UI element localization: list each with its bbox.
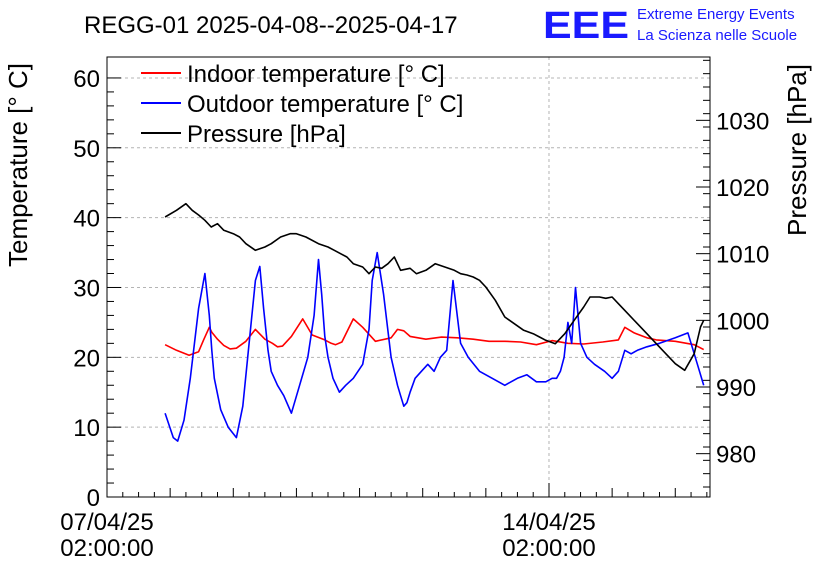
y2-tick-label: 990 xyxy=(716,375,756,402)
y2-tick-label: 1000 xyxy=(716,308,769,335)
logo-eee-text: EEE xyxy=(543,5,629,47)
y-axis-label: Temperature [° C] xyxy=(3,63,33,267)
y2-axis-label: Pressure [hPa] xyxy=(782,64,812,236)
eee-logo: EEE Extreme Energy Events La Scienza nel… xyxy=(543,5,797,47)
legend-entry-label: Outdoor temperature [° C] xyxy=(187,91,463,118)
legend-entry-label: Indoor temperature [° C] xyxy=(187,61,445,88)
y-tick-label: 50 xyxy=(73,136,100,163)
y2-tick-label: 980 xyxy=(716,442,756,469)
series-line-indoor xyxy=(164,318,705,357)
plot-frame xyxy=(106,56,711,498)
series-layer xyxy=(164,202,705,442)
y2-tick-label: 1020 xyxy=(716,175,769,202)
x-tick-date-label: 14/04/25 xyxy=(502,509,595,536)
y-tick-label: 20 xyxy=(73,345,100,372)
y2-tick-label: 1010 xyxy=(716,242,769,269)
x-tick-date-label: 07/04/25 xyxy=(60,509,153,536)
legend: Indoor temperature [° C] Outdoor temperat… xyxy=(141,61,463,148)
x-tick-time-label: 02:00:00 xyxy=(60,535,153,562)
legend-entry-label: Pressure [hPa] xyxy=(187,121,346,148)
y2-tick-label: 1030 xyxy=(716,108,769,135)
series-line-outdoor xyxy=(164,251,705,442)
y-tick-label: 0 xyxy=(87,485,100,512)
y-tick-label: 60 xyxy=(73,66,100,93)
series-line-pressure xyxy=(164,202,705,372)
y-tick-label: 30 xyxy=(73,275,100,302)
y-tick-label: 10 xyxy=(73,415,100,442)
chart-title: REGG-01 2025-04-08--2025-04-17 xyxy=(84,12,458,39)
y-tick-label: 40 xyxy=(73,206,100,233)
logo-line-2: La Scienza nelle Scuole xyxy=(637,27,797,44)
axes: 0102030405060980990100010101020103007/04… xyxy=(60,59,769,562)
logo-line-1: Extreme Energy Events xyxy=(637,6,795,23)
x-tick-time-label: 02:00:00 xyxy=(502,535,595,562)
